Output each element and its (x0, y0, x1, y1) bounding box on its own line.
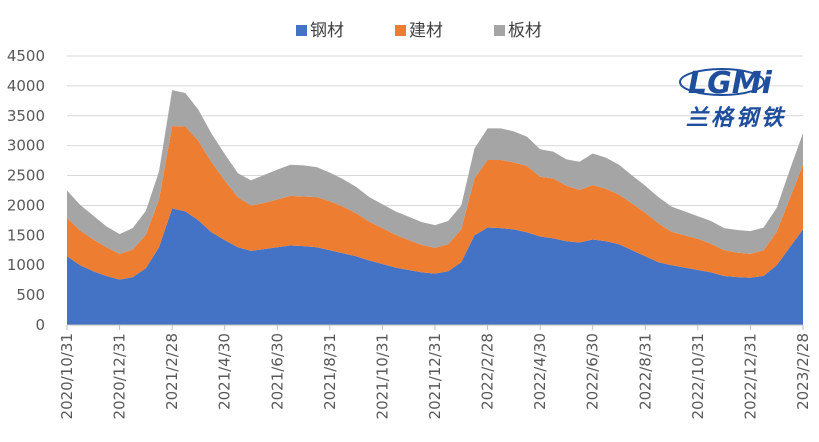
legend-swatch (296, 25, 307, 36)
x-tick-label: 2022/10/31 (689, 333, 707, 419)
legend-swatch (395, 25, 406, 36)
y-tick-label: 4500 (7, 47, 45, 65)
x-tick-label: 2021/12/31 (426, 333, 444, 419)
x-tick-label: 2022/2/28 (479, 333, 497, 410)
x-tick-label: 2020/10/31 (58, 333, 76, 419)
legend-label: 钢材 (310, 21, 344, 41)
x-tick-label: 2023/2/28 (794, 333, 812, 410)
axes (66, 324, 804, 330)
brand-logo-chinese: 兰格钢铁 (686, 106, 786, 131)
y-tick-label: 2500 (7, 167, 45, 185)
y-tick-label: 500 (16, 286, 45, 304)
x-tick-label: 2021/8/31 (321, 333, 339, 410)
y-tick-label: 4000 (7, 77, 45, 95)
x-tick-label: 2021/6/30 (268, 333, 286, 410)
x-tick-label: 2022/4/30 (531, 333, 549, 410)
series-area-1 (67, 208, 803, 325)
y-tick-label: 1500 (7, 226, 45, 244)
x-tick-label: 2021/2/28 (163, 333, 181, 410)
series-area-3 (67, 90, 803, 254)
y-tick-label: 1000 (7, 256, 45, 274)
series-areas (67, 90, 803, 325)
series-area-2 (67, 125, 803, 280)
x-axis-tick-labels: 2020/10/31 2020/12/31 2021/2/28 2021/4/30 20… (58, 333, 812, 419)
y-tick-label: 2000 (7, 196, 45, 214)
legend: 钢材 建材 板材 (296, 21, 542, 41)
y-tick-label: 3500 (7, 107, 45, 125)
x-tick-label: 2020/12/31 (111, 333, 129, 419)
x-tick-label: 2022/6/30 (584, 333, 602, 410)
x-tick-label: 2021/4/30 (216, 333, 234, 410)
brand-logo-text: LGMi (688, 66, 773, 101)
brand-logo: LGMi 兰格钢铁 (679, 66, 786, 131)
legend-label: 建材 (409, 21, 443, 41)
y-axis-tick-labels: 0 500 1000 1500 2000 2500 3000 3500 4000 4500 (7, 47, 45, 334)
legend-swatch (494, 25, 505, 36)
y-tick-label: 3000 (7, 137, 45, 155)
x-tick-label: 2022/12/31 (741, 333, 759, 419)
x-tick-label: 2022/8/31 (636, 333, 654, 410)
x-tick-label: 2021/10/31 (373, 333, 391, 419)
legend-label: 板材 (508, 21, 542, 41)
y-tick-label: 0 (35, 316, 45, 334)
